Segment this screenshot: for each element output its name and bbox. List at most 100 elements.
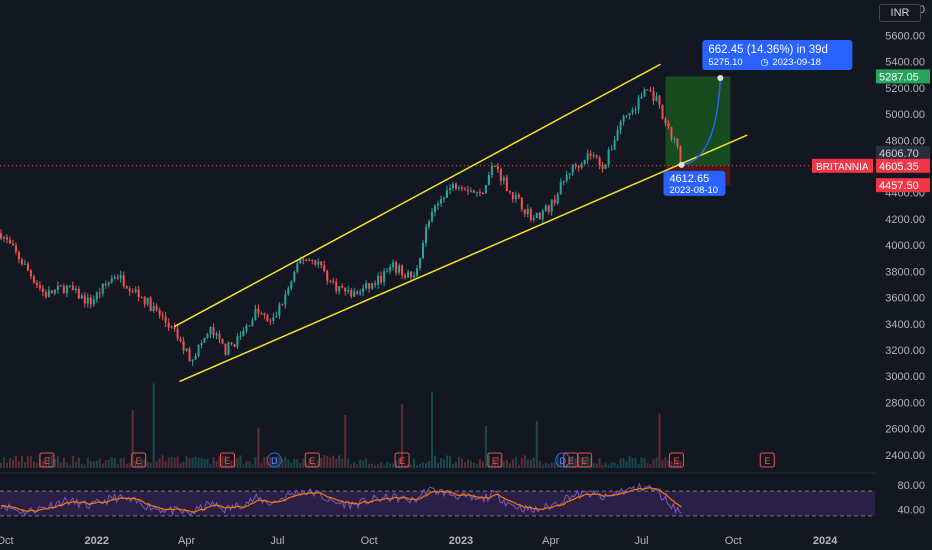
volume-bar bbox=[23, 462, 26, 468]
volume-bar bbox=[122, 457, 125, 468]
volume-bar bbox=[314, 463, 317, 468]
time-tick-label: Oct bbox=[361, 535, 378, 547]
candle-body bbox=[242, 330, 245, 336]
candle-body bbox=[266, 315, 269, 321]
rsi-line bbox=[0, 482, 682, 517]
candle-body bbox=[679, 146, 682, 162]
position-tool[interactable] bbox=[0, 76, 875, 186]
volume-bar bbox=[541, 464, 544, 468]
candle-body bbox=[167, 322, 170, 328]
earnings-marker bbox=[487, 452, 503, 468]
volume-bar bbox=[571, 456, 574, 468]
symbol-label: BRITANNIA bbox=[816, 162, 869, 173]
candle-body bbox=[434, 205, 437, 212]
candle-body bbox=[320, 261, 323, 266]
volume-bar bbox=[404, 464, 407, 468]
candle-body bbox=[538, 212, 541, 220]
candle-body bbox=[332, 280, 335, 282]
candle-body bbox=[203, 337, 206, 343]
volume-bar bbox=[239, 455, 242, 468]
candle-body bbox=[257, 308, 260, 314]
trend-channel[interactable] bbox=[174, 63, 748, 383]
time-tick-label: 2023 bbox=[449, 535, 473, 547]
volume-bar bbox=[227, 464, 230, 468]
earnings-marker-label: E bbox=[764, 456, 770, 466]
candle-body bbox=[65, 285, 68, 294]
candle-body bbox=[619, 121, 622, 131]
candle-body bbox=[302, 259, 305, 261]
candle-body bbox=[212, 327, 215, 336]
earnings-marker-label: E bbox=[224, 456, 230, 466]
volume-bar bbox=[272, 462, 275, 468]
volume-bar bbox=[260, 463, 263, 468]
volume-bar bbox=[176, 456, 179, 468]
candle-body bbox=[71, 285, 74, 291]
candle-body bbox=[532, 217, 535, 221]
earnings-marker-label: E bbox=[309, 456, 315, 466]
volume-bar bbox=[293, 458, 296, 468]
volume-bar bbox=[496, 456, 499, 468]
volume-bar bbox=[257, 427, 260, 468]
candle-body bbox=[383, 271, 386, 283]
clock-icon: ◷ bbox=[760, 57, 769, 68]
price-tick-label: 5200.00 bbox=[885, 83, 925, 95]
candle-body bbox=[140, 297, 143, 299]
candle-body bbox=[508, 191, 511, 193]
currency-button[interactable]: INR bbox=[879, 4, 921, 22]
candle-body bbox=[535, 212, 538, 218]
candle-body bbox=[281, 304, 284, 306]
volume-bar bbox=[679, 460, 682, 468]
candle-body bbox=[158, 310, 161, 316]
rsi-tick-label: 40.00 bbox=[897, 505, 925, 517]
price-tick-label: 4000.00 bbox=[885, 240, 925, 252]
candle-body bbox=[436, 203, 439, 206]
volume-bar bbox=[487, 455, 490, 468]
candle-body bbox=[559, 182, 562, 195]
volume-bar bbox=[14, 455, 17, 468]
volume-bar bbox=[83, 464, 86, 468]
candle-body bbox=[311, 259, 314, 261]
volume-bar bbox=[167, 457, 170, 468]
candle-body bbox=[125, 285, 128, 289]
volume-bar bbox=[410, 464, 413, 468]
candle-body bbox=[38, 285, 41, 289]
target-price-label-bg bbox=[876, 69, 930, 84]
candle-body bbox=[20, 259, 23, 265]
projection-target-value: 5275.10 bbox=[708, 57, 742, 68]
volume-bar bbox=[275, 456, 278, 468]
volume-bar bbox=[26, 455, 29, 468]
candle-body bbox=[574, 164, 577, 166]
volume-bar bbox=[395, 460, 398, 468]
volume-bar bbox=[197, 457, 200, 468]
volume-bar bbox=[326, 456, 329, 468]
candle-body bbox=[110, 278, 113, 283]
projection-target-date: 2023-09-18 bbox=[772, 57, 821, 68]
candle-body bbox=[5, 237, 8, 240]
volume-bar bbox=[374, 464, 377, 468]
candle-body bbox=[308, 259, 311, 261]
volume-bar bbox=[131, 410, 134, 468]
earnings-marker bbox=[219, 452, 235, 468]
volume-bar bbox=[472, 462, 475, 468]
channel-line-upper bbox=[174, 63, 661, 328]
candle-body bbox=[463, 188, 466, 190]
candle-body bbox=[344, 287, 347, 292]
candle-body bbox=[299, 259, 302, 264]
candle-body bbox=[610, 149, 613, 151]
candle-body bbox=[215, 333, 218, 336]
price-tick-label: 5000.00 bbox=[885, 109, 925, 121]
earnings-marker bbox=[577, 452, 593, 468]
candle-body bbox=[206, 333, 209, 338]
volume-bar bbox=[451, 464, 454, 468]
earnings-marker-label: E bbox=[136, 456, 142, 466]
candle-body bbox=[335, 281, 338, 292]
candle-body bbox=[131, 291, 134, 293]
volume-bar bbox=[428, 460, 431, 468]
volume-bar bbox=[308, 458, 311, 468]
candle-body bbox=[607, 149, 610, 165]
volume-bar bbox=[359, 459, 362, 468]
dividend-marker bbox=[555, 452, 571, 468]
